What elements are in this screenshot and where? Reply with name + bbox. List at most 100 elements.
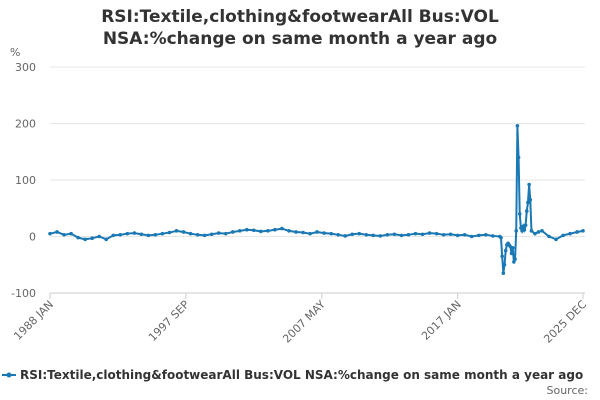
- point: [223, 231, 228, 236]
- point: [510, 246, 515, 250]
- point: [420, 232, 425, 237]
- point: [308, 231, 312, 236]
- point: [294, 230, 298, 234]
- point: [76, 235, 80, 240]
- point: [83, 237, 87, 242]
- point: [350, 232, 355, 237]
- y-tick-label: -100: [11, 287, 36, 300]
- point: [146, 233, 151, 238]
- point: [69, 231, 73, 236]
- point: [524, 209, 529, 213]
- point: [513, 257, 517, 261]
- point: [62, 233, 66, 237]
- point: [301, 230, 305, 235]
- y-tick-label: 0: [29, 231, 36, 244]
- point: [540, 229, 544, 233]
- point: [462, 233, 467, 237]
- point: [427, 231, 432, 235]
- point: [501, 271, 506, 276]
- point: [322, 231, 326, 235]
- point: [528, 197, 533, 202]
- point: [503, 248, 508, 253]
- point: [139, 232, 144, 237]
- point: [527, 182, 531, 187]
- point: [529, 229, 534, 233]
- point: [575, 230, 579, 234]
- legend-label: RSI:Textile,clothing&footwearAll Bus:VOL…: [20, 368, 583, 382]
- point: [266, 229, 270, 233]
- point: [554, 237, 558, 242]
- point: [533, 231, 537, 236]
- point: [378, 234, 383, 238]
- point: [561, 233, 565, 238]
- point: [483, 233, 488, 237]
- point: [500, 254, 504, 259]
- y-tick-label: 200: [15, 118, 36, 131]
- point: [512, 260, 516, 264]
- point: [448, 232, 453, 237]
- point: [385, 233, 390, 237]
- point: [441, 233, 446, 237]
- x-tick-label: 2025 DEC: [541, 298, 589, 346]
- point: [202, 233, 207, 238]
- point: [287, 229, 291, 233]
- point: [252, 228, 256, 233]
- point: [315, 230, 319, 234]
- point: [413, 231, 418, 236]
- point: [516, 155, 521, 160]
- point: [336, 233, 340, 237]
- x-tick-label: 1997 SEP: [146, 298, 192, 344]
- point: [230, 230, 235, 234]
- chart-title: RSI:Textile,clothing&footwearAll Bus:VOL…: [101, 7, 499, 49]
- point: [581, 229, 585, 233]
- point: [280, 226, 284, 231]
- x-tick-label: 2007 MAY: [280, 298, 328, 346]
- point: [568, 231, 572, 236]
- point: [195, 233, 200, 237]
- point: [153, 233, 158, 237]
- point: [499, 235, 503, 240]
- point: [55, 230, 59, 234]
- point: [273, 227, 277, 232]
- point: [434, 231, 439, 236]
- point: [237, 229, 242, 233]
- point: [48, 231, 52, 236]
- point: [406, 233, 411, 237]
- legend-marker: [6, 372, 12, 378]
- point: [104, 237, 109, 242]
- point: [509, 251, 514, 256]
- point: [259, 229, 263, 234]
- x-tick-label: 2017 JAN: [419, 298, 464, 343]
- source: Source:: [547, 384, 589, 397]
- point: [515, 123, 520, 128]
- point: [111, 233, 116, 238]
- point: [329, 231, 333, 236]
- point: [469, 234, 474, 239]
- point: [160, 231, 165, 236]
- point: [357, 231, 362, 236]
- point: [343, 234, 348, 238]
- point: [125, 231, 130, 236]
- point: [392, 232, 397, 237]
- line: [49, 125, 584, 274]
- point: [245, 227, 249, 232]
- point: [517, 212, 522, 216]
- point: [399, 233, 404, 238]
- point: [174, 229, 179, 233]
- y-axis-label: %: [10, 46, 20, 59]
- x-tick-label: 1988 JAN: [11, 298, 56, 343]
- point: [547, 234, 551, 239]
- point: [216, 231, 221, 235]
- point: [118, 233, 123, 237]
- point: [167, 230, 172, 235]
- point: [522, 227, 527, 232]
- point: [523, 223, 528, 227]
- point: [514, 229, 519, 233]
- point: [188, 231, 193, 236]
- point: [536, 230, 541, 234]
- point: [476, 233, 481, 238]
- point: [132, 231, 137, 235]
- point: [97, 234, 101, 239]
